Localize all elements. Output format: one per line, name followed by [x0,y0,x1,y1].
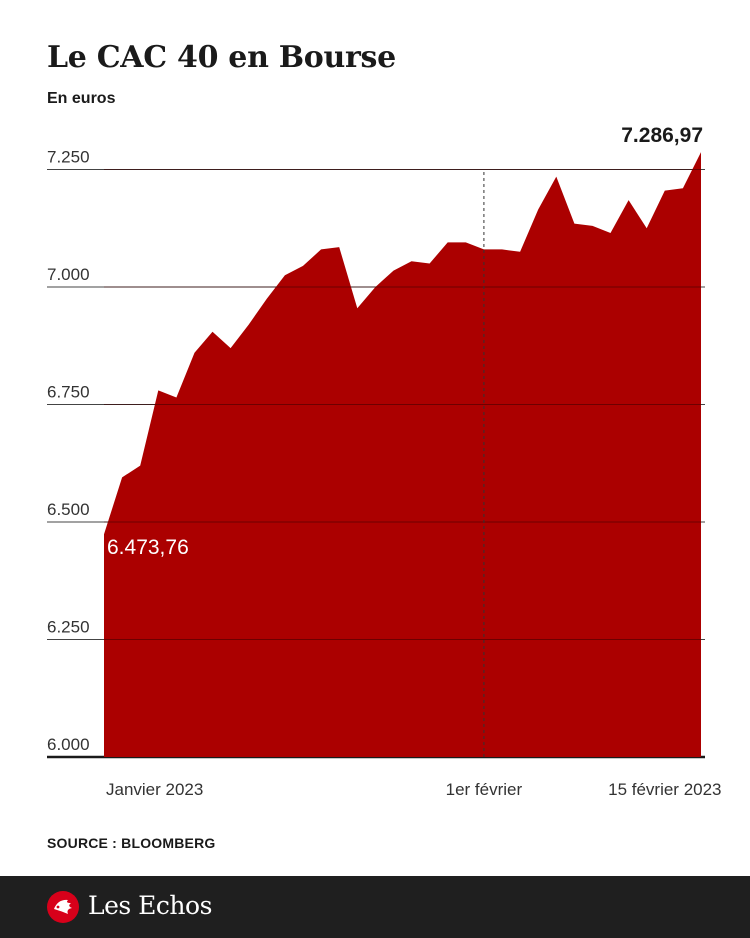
les-echos-logo-icon [47,891,79,923]
end-value-label: 7.286,97 [621,124,703,147]
start-value-label: 6.473,76 [107,536,189,559]
y-tick-label: 7.250 [47,148,90,167]
label-layer: 6.000 6.250 6.500 6.750 7.000 7.250 Janvier 20… [47,124,722,799]
brand-name: Les Echos [88,891,212,920]
footer-bar: Les Echos [0,876,750,938]
y-tick-label: 6.750 [47,383,90,402]
x-tick-label: Janvier 2023 [106,780,203,799]
y-tick-label: 6.250 [47,618,90,637]
cac40-area-chart: 6.000 6.250 6.500 6.750 7.000 7.250 Janvier 20… [47,124,722,799]
area-layer [104,152,701,758]
x-tick-label: 15 février 2023 [608,780,721,799]
x-tick-label: 1er février [446,780,523,799]
source-note: SOURCE : BLOOMBERG [47,835,216,851]
area-series [104,152,701,758]
y-tick-label: 6.500 [47,500,90,519]
y-tick-label: 6.000 [47,735,90,754]
y-tick-label: 7.000 [47,265,90,284]
chart-subtitle: En euros [47,90,116,107]
page-title: Le CAC 40 en Bourse [47,40,396,75]
